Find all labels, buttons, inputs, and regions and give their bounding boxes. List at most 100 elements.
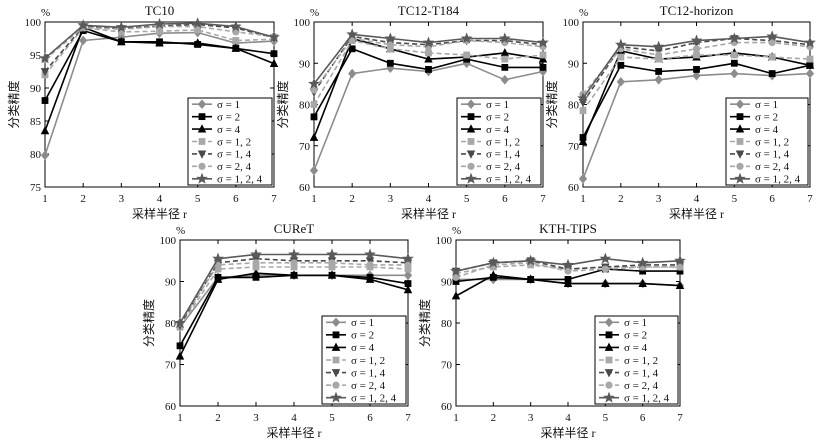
legend-label: σ = 1 [486,99,509,111]
data-point [539,63,547,71]
data-point [424,54,433,63]
x-tick-label: 6 [640,412,646,424]
x-tick-label: 2 [349,193,355,205]
legend-swatch-marker [332,356,340,364]
legend: σ = 1σ = 2σ = 4σ = 1, 2σ = 1, 4σ = 2, 4σ… [594,315,679,405]
x-tick-label: 2 [215,412,221,424]
x-tick-label: 4 [565,412,571,424]
data-point [176,342,184,350]
legend-swatch-marker [603,391,615,403]
data-series [308,28,549,89]
x-axis-label: 采样半径 r [669,206,724,221]
x-tick-label: 2 [618,193,624,205]
chart-title: CUReT [274,221,315,236]
data-point [422,36,435,48]
y-unit-label: % [310,7,319,19]
data-point [309,132,319,141]
data-point [636,256,649,268]
legend-swatch-marker [198,138,206,145]
data-point [500,74,509,85]
x-tick-label: 5 [195,193,201,205]
data-point [460,32,473,44]
data-point [348,45,356,53]
data-point [39,52,51,64]
data-point [289,270,299,279]
legend: σ = 1σ = 2σ = 4σ = 1, 2σ = 1, 4σ = 2, 4σ… [321,315,407,405]
data-point [806,55,814,63]
x-tick-label: 2 [80,193,86,205]
x-tick-label: 6 [502,193,508,205]
legend-label: σ = 1, 4 [351,367,386,379]
data-point [655,51,663,59]
x-tick-label: 4 [426,193,432,205]
chart-panel: TC10% 75 80 85 90 95 100 1 2 3 4 5 6 7 采样半径 r 分类精度 σ = 1… [6,3,280,221]
data-point [404,261,412,269]
data-point [229,20,242,32]
data-point [526,274,535,283]
legend-label: σ = 1 [217,99,240,111]
legend-swatch-marker [198,113,206,121]
data-point [386,59,394,67]
y-tick-label: 60 [165,401,177,413]
data-point [231,43,241,52]
data-point [40,68,50,77]
data-point [578,136,588,146]
x-tick-label: 1 [42,193,48,205]
legend-swatch-marker [466,124,476,133]
legend-swatch-marker [604,317,614,328]
data-point [692,45,701,53]
data-point [617,53,625,61]
data-point [562,258,574,270]
data-series [39,17,280,64]
data-point [617,61,625,69]
legend-swatch-marker [197,124,207,133]
data-point [599,252,612,264]
data-point [652,40,665,52]
legend-swatch-marker [331,369,341,378]
legend-swatch-marker [465,172,477,184]
legend-swatch-marker [467,113,475,121]
data-point [268,31,280,43]
data-point [403,270,413,281]
legend-label: σ = 1, 2, 4 [351,393,397,405]
chart-panel: TC12-T184% 60 70 80 90 100 1 2 3 4 5 6 7 采样半径 r 分类精度 σ … [275,3,549,221]
legend-label: σ = 1, 4 [217,149,252,161]
legend-label: σ = 1, 2 [351,355,385,367]
legend-swatch-marker [466,99,476,110]
legend-label: σ = 1, 2, 4 [217,174,263,186]
data-point [386,41,394,49]
legend-label: σ = 1, 2, 4 [486,174,532,186]
legend-label: σ = 1 [624,317,647,329]
legend-label: σ = 4 [486,124,510,136]
legend-swatch-marker [604,369,614,378]
data-point [728,32,741,44]
legend-swatch-marker [605,381,613,389]
y-tick-label: 70 [165,360,177,372]
data-point [346,28,359,40]
data-point [501,63,509,71]
data-point [805,60,815,69]
legend-swatch-marker [331,317,341,328]
data-point [654,74,663,85]
legend-label: σ = 2 [755,111,778,123]
chart-panel: KTH-TIPS% 60 70 80 90 100 1 2 3 4 5 6 7 采样半径 r 分类精度 σ =… [417,221,686,440]
x-tick-label: 3 [388,193,394,205]
data-point [766,30,779,42]
y-unit-label: % [579,7,588,19]
data-point [692,70,701,81]
x-tick-label: 7 [807,193,813,205]
data-point [364,248,376,260]
data-point [175,351,185,360]
legend-label: σ = 2, 4 [351,380,386,392]
data-point [252,259,260,267]
y-tick-label: 100 [160,235,177,247]
x-tick-label: 4 [157,193,163,205]
legend-label: σ = 2 [486,111,509,123]
y-tick-label: 100 [25,17,42,29]
legend-label: σ = 1, 2 [755,136,789,148]
legend-label: σ = 1, 2, 4 [624,393,670,405]
data-point [450,264,462,277]
data-point [212,252,224,264]
legend-label: σ = 1, 4 [486,149,521,161]
data-point [348,68,357,79]
